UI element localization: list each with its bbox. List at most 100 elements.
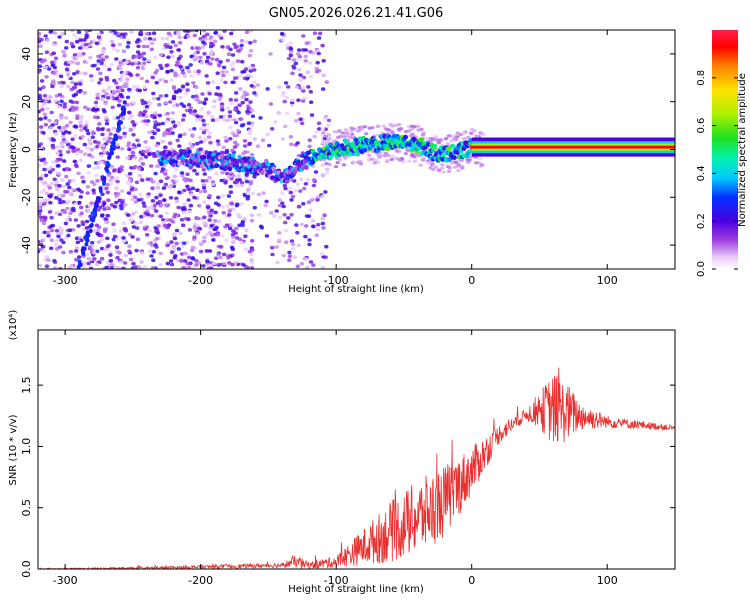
spectrogram-cell xyxy=(59,99,64,104)
spectrogram-cell xyxy=(183,251,188,256)
spectrogram-cell xyxy=(135,237,141,242)
spectrogram-cell xyxy=(344,128,349,132)
spectrogram-cell xyxy=(220,108,225,112)
spectrogram-cell xyxy=(426,161,432,165)
spectrogram-cell xyxy=(275,260,280,265)
spectrogram-cell xyxy=(317,127,322,131)
spectrogram-cell xyxy=(217,97,223,102)
spectrogram-cell xyxy=(201,118,206,123)
spectrogram-cell xyxy=(308,260,314,264)
spectrogram-cell xyxy=(149,254,154,258)
spectrogram-cell xyxy=(327,162,332,167)
spectrogram-cell xyxy=(104,92,109,96)
spectrogram-cell xyxy=(68,249,74,254)
spectrogram-cell xyxy=(157,199,163,204)
spectrogram-cell xyxy=(88,141,93,146)
spectrogram-cell xyxy=(142,85,147,90)
spectrogram-cell xyxy=(247,142,252,146)
spectrogram-cell xyxy=(309,113,315,117)
spectrogram-cell xyxy=(50,223,56,228)
spectrogram-cell xyxy=(227,226,233,231)
spectrogram-cell xyxy=(370,126,375,130)
spectrogram-cell xyxy=(246,188,251,192)
spectrogram-cell xyxy=(309,100,314,104)
spectrogram-cell xyxy=(124,84,129,89)
spectrogram-cell xyxy=(71,93,77,98)
spectrogram-cell xyxy=(65,182,70,186)
spectrogram-cell xyxy=(219,104,225,109)
spectrogram-cell xyxy=(38,87,43,91)
spectrogram-cell xyxy=(388,122,393,126)
spectrogram-cell xyxy=(248,48,254,53)
spectrogram-cell xyxy=(239,202,244,206)
spectrogram-cell xyxy=(38,263,43,268)
spectrogram-cell xyxy=(151,91,156,96)
spectrogram-cell xyxy=(140,162,146,166)
spectrogram-cell xyxy=(90,135,96,139)
spectrogram-cell xyxy=(100,54,106,59)
spectrogram-cell xyxy=(61,184,67,189)
spectrogram-cell xyxy=(79,115,84,119)
spectrogram-cell xyxy=(273,120,278,124)
spectrogram-cell xyxy=(44,198,50,202)
spectrogram-cell xyxy=(337,129,342,133)
spectrogram-cell xyxy=(311,263,316,267)
spectrogram-cell xyxy=(94,41,100,46)
spectrogram-cell xyxy=(188,141,193,146)
spectrogram-cell xyxy=(277,231,282,235)
spectrogram-cell xyxy=(40,244,46,249)
spectrogram-cell xyxy=(184,108,190,113)
spectrogram-cell xyxy=(94,173,99,178)
spectrogram-cell xyxy=(156,224,161,228)
spectrogram-cell xyxy=(185,82,190,86)
spectrogram-cell xyxy=(160,139,165,144)
spectrogram-cell xyxy=(239,39,245,43)
spectrogram-cell xyxy=(250,248,255,252)
spectrogram-cell xyxy=(79,205,84,210)
spectrogram-cell xyxy=(115,155,120,159)
spectrogram-cell xyxy=(154,245,159,249)
spectrogram-cell xyxy=(185,184,190,189)
spectrogram-cell xyxy=(78,149,84,154)
spectrogram-cell xyxy=(56,193,62,198)
spectrogram-cell xyxy=(236,174,241,178)
spectrogram-cell xyxy=(78,46,83,50)
spectrogram-cell xyxy=(321,226,326,230)
spectrogram-cell xyxy=(433,165,438,169)
spectrogram-cell xyxy=(222,261,227,266)
spectrogram-cell xyxy=(406,129,411,133)
spectrogram-cell xyxy=(78,82,83,86)
spectrogram-cell xyxy=(222,30,227,33)
spectrogram-cell xyxy=(50,168,56,172)
spectrogram-cell xyxy=(311,224,316,229)
spectrogram-cell xyxy=(168,100,173,104)
spectrogram-cell xyxy=(367,153,372,157)
spectrogram-cell xyxy=(201,123,207,127)
spectrogram-cell xyxy=(189,74,194,78)
spectrogram-cell xyxy=(205,55,211,60)
spectrogram-cell xyxy=(140,101,146,106)
spectrogram-cell xyxy=(140,66,146,71)
spectrogram-cell xyxy=(323,134,328,139)
spectrogram-cell xyxy=(202,30,207,33)
spectrogram-cell xyxy=(62,126,67,130)
spectrogram-cell xyxy=(122,134,127,139)
spectrogram-cell xyxy=(98,71,103,76)
spectrogram-cell xyxy=(344,132,349,136)
spectrogram-cell xyxy=(107,136,113,141)
spectrogram-cell xyxy=(145,206,150,211)
spectrogram-cell xyxy=(346,135,351,139)
spectrogram-cell xyxy=(221,145,226,150)
spectrogram-cell xyxy=(228,223,233,227)
spectrogram-cell xyxy=(389,157,394,162)
spectrogram-cell xyxy=(449,138,455,142)
spectrogram-cell xyxy=(410,127,415,131)
spectrogram-cell xyxy=(242,217,247,221)
spectrogram-cell xyxy=(332,130,337,134)
spectrogram-cell xyxy=(156,97,161,101)
spectrogram-cell xyxy=(208,52,214,57)
spectrogram-cell xyxy=(185,172,190,176)
spectrogram-cell xyxy=(218,60,223,64)
spectrogram-cell xyxy=(86,164,92,168)
spectrogram-cell xyxy=(298,78,303,83)
